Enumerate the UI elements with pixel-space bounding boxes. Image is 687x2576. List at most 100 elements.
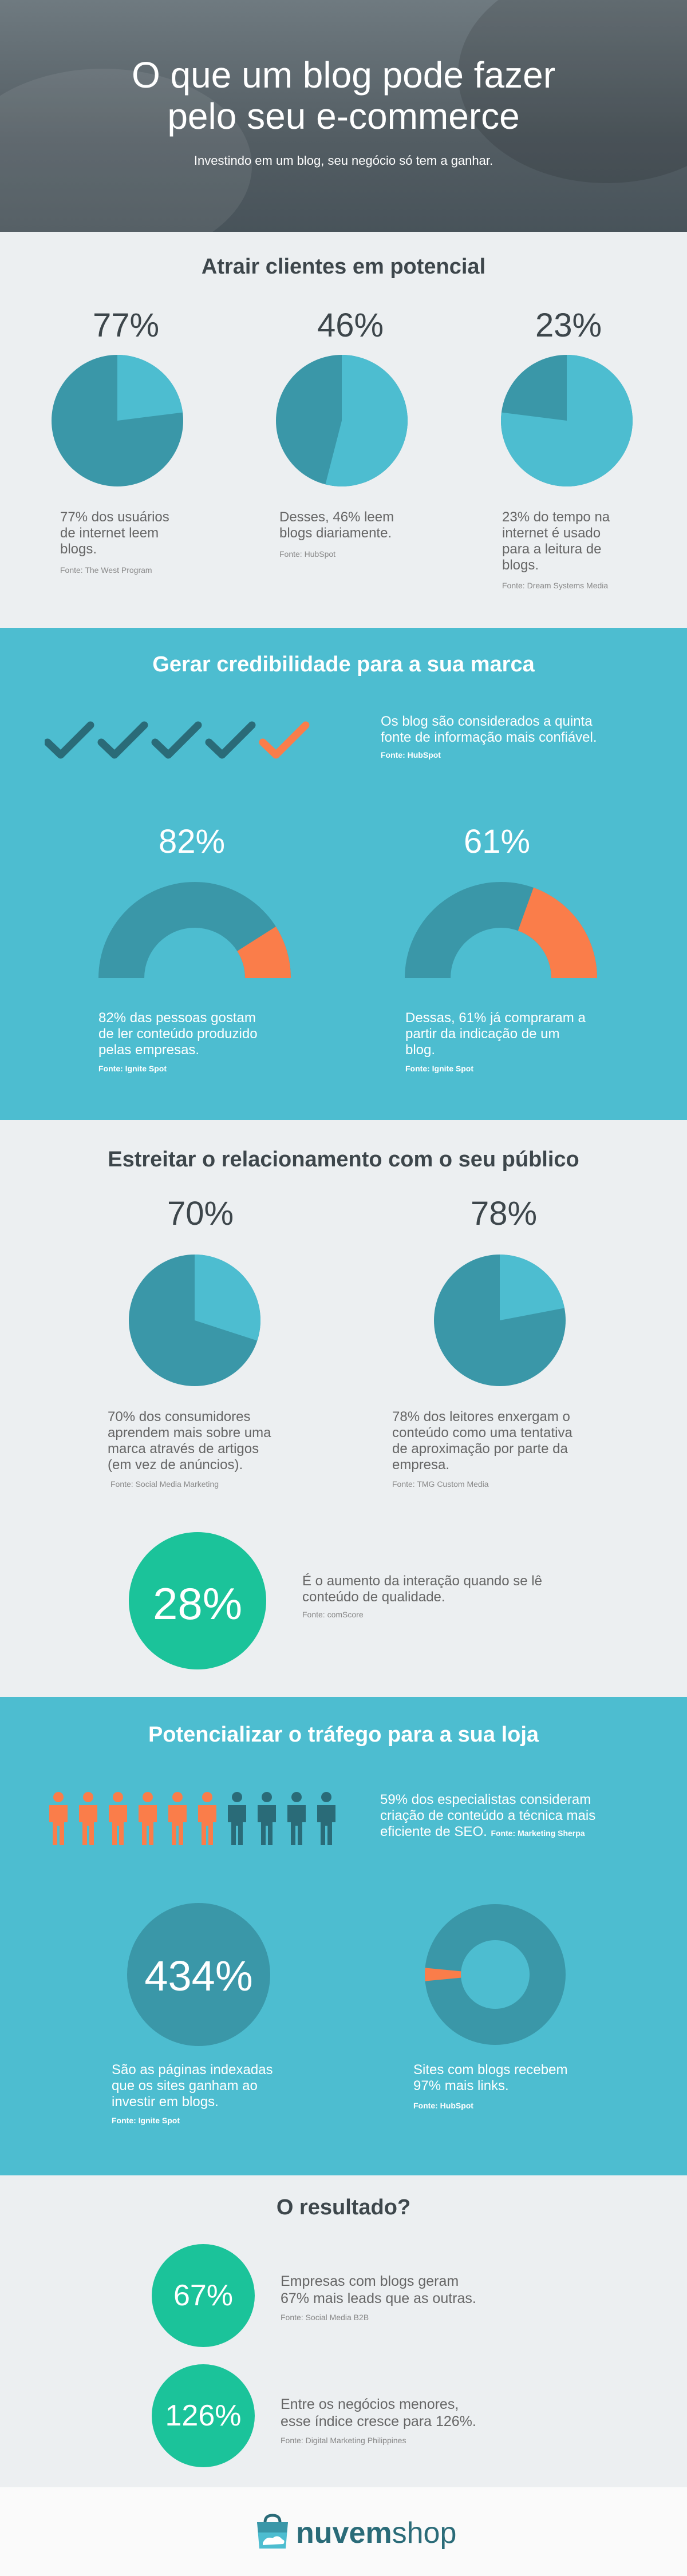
pie-slice	[500, 1255, 564, 1320]
check-icon	[151, 721, 202, 759]
stat-description: 77% dos usuários de internet leem blogs.	[60, 509, 169, 557]
bag-icon	[255, 2513, 290, 2551]
text-line: 59% dos especialistas consideram	[380, 1792, 591, 1807]
section-gerar-credibilidade: Gerar credibilidade para a sua marca Os …	[0, 628, 687, 1120]
person-icon	[317, 1792, 335, 1845]
stat-source: Fonte: The West Program	[60, 565, 152, 575]
check-icon	[259, 721, 310, 759]
stat-description: Sites com blogs recebem 97% mais links.	[413, 2062, 567, 2094]
stat-description: São as páginas indexadas que os sites ga…	[112, 2062, 273, 2110]
section-title: Gerar credibilidade para a sua marca	[152, 652, 535, 676]
text-line: que os sites ganham ao	[112, 2078, 258, 2094]
person-icon	[79, 1792, 97, 1845]
pie-chart-77	[52, 355, 183, 486]
stat-percent: 61%	[463, 823, 531, 860]
person-icon	[258, 1792, 276, 1845]
brand-logo-text: nuvemshop	[296, 2516, 456, 2550]
hero-subtitle: Investindo em um blog, seu negócio só te…	[194, 153, 493, 168]
stat-source: Fonte: Ignite Spot	[98, 1064, 167, 1073]
section-title: Atrair clientes em potencial	[201, 255, 486, 279]
pie-chart-46	[276, 355, 408, 486]
text-line: aprendem mais sobre uma	[108, 1425, 271, 1441]
brand-light: shop	[392, 2516, 457, 2550]
stat-source: Fonte: Ignite Spot	[405, 1064, 473, 1073]
result-description: Empresas com blogs geram 67% mais leads …	[281, 2273, 476, 2307]
text-line: esse índice cresce para 126%.	[281, 2413, 476, 2429]
stat-percent: 82%	[158, 823, 226, 860]
text-line: de internet leem	[60, 525, 159, 541]
pie-slice	[501, 355, 633, 486]
person-icon	[109, 1792, 127, 1845]
text-line: 67% mais leads que as outras.	[281, 2290, 476, 2306]
check-description: Os blog são considerados a quinta fonte …	[381, 714, 597, 746]
text-line-segment: eficiente de SEO.	[380, 1824, 487, 1839]
hero-title-line: O que um blog pode fazer	[131, 54, 556, 96]
text-line: fonte de informação mais confiável.	[381, 730, 597, 745]
person-icon	[287, 1792, 306, 1845]
stat-circle-434: 434%	[127, 1903, 270, 2046]
text-line: marca através de artigos	[108, 1441, 259, 1457]
stat-description: 70% dos consumidores aprendem mais sobre…	[108, 1409, 271, 1473]
check-icon	[205, 721, 256, 759]
text-line: criação de conteúdo a técnica mais	[380, 1808, 596, 1823]
section-atrair-clientes: Atrair clientes em potencial 77% 46% 23%…	[0, 232, 687, 628]
section-estreitar-relacionamento: Estreitar o relacionamento com o seu púb…	[0, 1120, 687, 1697]
text-line: de ler conteúdo produzido	[98, 1026, 258, 1042]
text-line: Entre os negócios menores,	[281, 2396, 459, 2412]
stat-source: Fonte: TMG Custom Media	[392, 1479, 489, 1489]
text-line: blogs.	[502, 557, 539, 573]
text-line: conteúdo de qualidade.	[302, 1589, 445, 1605]
result-circle: 126%	[152, 2364, 255, 2467]
text-line: empresa.	[392, 1457, 450, 1473]
hero-banner: O que um blog pode fazer pelo seu e-comm…	[0, 0, 687, 232]
half-donut-61	[404, 880, 598, 980]
pie-chart-78	[434, 1255, 566, 1386]
donut-base	[424, 1904, 566, 2045]
stat-source: Fonte: Dream Systems Media	[502, 581, 609, 590]
stat-percent: 23%	[535, 307, 602, 344]
stat-description: Dessas, 61% já compraram a partir da ind…	[405, 1010, 586, 1058]
stat-description: 23% do tempo na internet é usado para a …	[502, 509, 610, 573]
text-line: 23% do tempo na	[502, 509, 610, 525]
stat-percent: 77%	[92, 307, 160, 344]
highlight-circle: 28%	[129, 1532, 266, 1669]
section-resultado: O resultado? 67% Empresas com blogs gera…	[0, 2175, 687, 2487]
person-icon	[198, 1792, 216, 1845]
pie-slice	[325, 355, 408, 486]
text-line: Dessas, 61% já compraram a	[405, 1010, 586, 1026]
highlight-description: É o aumento da interação quando se lê co…	[302, 1573, 542, 1605]
text-line: blogs diariamente.	[279, 525, 392, 541]
text-line: pelas empresas.	[98, 1042, 200, 1058]
hero-title-line: pelo seu e-commerce	[167, 96, 520, 137]
text-line: 77% dos usuários	[60, 509, 169, 525]
person-icon	[139, 1792, 157, 1845]
stat-source: Fonte: HubSpot	[413, 2101, 473, 2110]
hero-title: O que um blog pode fazer pelo seu e-comm…	[0, 54, 687, 137]
section-title: Estreitar o relacionamento com o seu púb…	[108, 1147, 579, 1172]
person-icon	[228, 1792, 246, 1845]
text-line: de aproximação por parte da	[392, 1441, 568, 1457]
result-percent: 126%	[165, 2399, 242, 2432]
result-source: Fonte: Social Media B2B	[281, 2313, 369, 2322]
highlight-percent: 28%	[152, 1578, 243, 1629]
pie-chart-23	[501, 355, 633, 486]
text-line: É o aumento da interação quando se lê	[302, 1573, 542, 1589]
stat-description: 82% das pessoas gostam de ler conteúdo p…	[98, 1010, 258, 1058]
text-line: internet é usado	[502, 525, 601, 541]
people-icon-row	[46, 1791, 344, 1849]
result-circle: 67%	[152, 2244, 255, 2347]
highlight-source: Fonte: comScore	[302, 1610, 364, 1619]
section-title: O resultado?	[276, 2195, 411, 2219]
result-source: Fonte: Digital Marketing Philippines	[281, 2436, 406, 2445]
result-percent: 67%	[173, 2279, 234, 2312]
people-description: 59% dos especialistas consideram criação…	[380, 1792, 632, 1841]
text-line: São as páginas indexadas	[112, 2062, 273, 2078]
section-potencializar-trafego: Potencializar o tráfego para a sua loja …	[0, 1697, 687, 2175]
text-line: 78% dos leitores enxergam o	[392, 1409, 570, 1424]
text-line: 70% dos consumidores	[108, 1409, 251, 1424]
result-description: Entre os negócios menores, esse índice c…	[281, 2396, 476, 2430]
stat-description: Desses, 46% leem blogs diariamente.	[279, 509, 394, 541]
text-line: Sites com blogs recebem	[413, 2062, 568, 2078]
text-line: Os blog são considerados a quinta	[381, 714, 593, 729]
section-title: Potencializar o tráfego para a sua loja	[148, 1723, 539, 1747]
